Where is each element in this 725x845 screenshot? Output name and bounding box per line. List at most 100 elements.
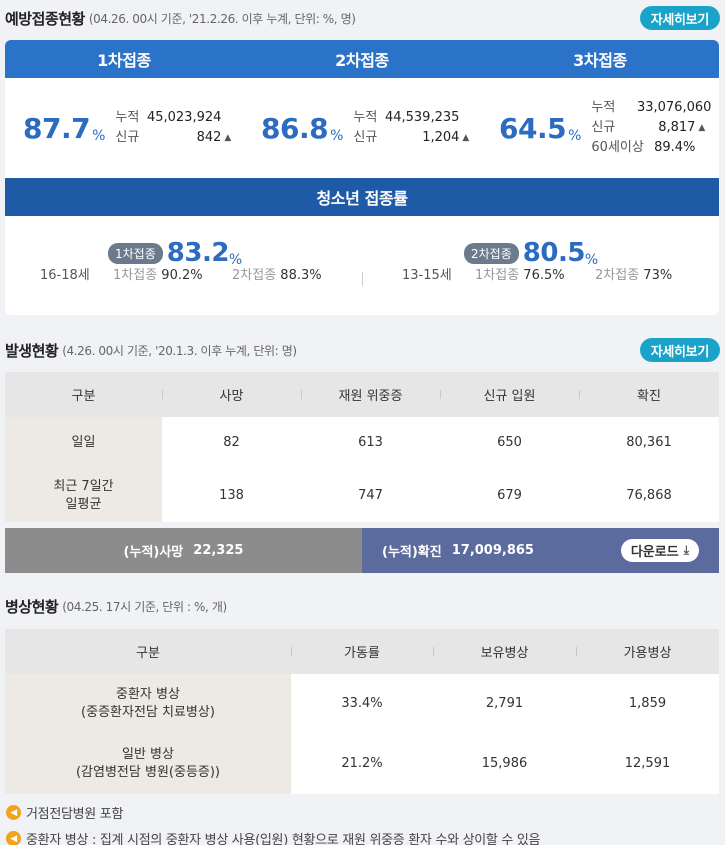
dose3-new-label: 신규 xyxy=(591,120,616,135)
teen-header: 청소년 접종률 xyxy=(5,178,719,216)
dose1-cumulative-value: 45,023,924 xyxy=(146,110,222,125)
note-text: 거점전담병원 포함 xyxy=(26,807,124,822)
beds-table: 구분 가동률 보유병상 가용병상 중환자 병상 (중증환자전담 치료병상) 33… xyxy=(5,629,719,794)
dose3-cumulative-label: 누적 xyxy=(591,100,616,115)
speaker-icon: ◀ xyxy=(6,831,21,845)
teen1-dose2-value: 88.3% xyxy=(280,268,322,283)
dose3-over60-value: 89.4% xyxy=(654,140,696,155)
beds-header: 병상현황 (04.25. 17시 기준, 단위 : %, 개) xyxy=(5,593,720,619)
dose-stats-row: 87.7 % 누적 45,023,924 신규 842 ▲ 86.8 % 누적 44,5… xyxy=(5,78,719,178)
table-cell: 21.2% xyxy=(341,756,383,771)
vaccination-header: 예방접종현황 (04.26. 00시 기준, '21.2.26. 이후 누계, … xyxy=(5,5,720,31)
cumulative-death-label: (누적)사망 xyxy=(123,545,184,560)
dose2-label: 2차접종 xyxy=(335,51,389,70)
table-cell: 15,986 xyxy=(481,756,528,771)
increase-arrow-icon: ▲ xyxy=(224,133,232,143)
column-header: 확진 xyxy=(579,372,719,417)
teen-divider xyxy=(362,272,363,286)
dose3-over60-label: 60세이상 xyxy=(591,140,644,155)
table-cell: 82 xyxy=(223,435,240,450)
teen1-age-group: 16-18세 xyxy=(40,268,90,283)
dose3-rate: 64.5 xyxy=(499,111,567,145)
teen2-rate: 80.5 xyxy=(522,238,586,268)
table-cell: 650 xyxy=(497,435,522,450)
outbreak-header: 발생현황 (4.26. 00시 기준, '20.1.3. 이후 누계, 단위: … xyxy=(5,337,720,363)
speaker-icon: ◀ xyxy=(6,805,21,820)
table-cell: 679 xyxy=(497,487,522,503)
download-button[interactable]: 다운로드 ⤓ xyxy=(620,539,699,562)
table-cell: 76,868 xyxy=(626,487,672,503)
increase-arrow-icon: ▲ xyxy=(462,133,470,143)
table-cell: 80,361 xyxy=(626,435,672,450)
table-header-row: 구분 사망 재원 위중증 신규 입원 확진 xyxy=(5,372,719,417)
table-header-row: 구분 가동률 보유병상 가용병상 xyxy=(5,629,719,674)
row-label: 일반 병상 (감염병전담 병원(중등증)) xyxy=(5,734,291,794)
table-row: 중환자 병상 (중증환자전담 치료병상) 33.4% 2,791 1,859 xyxy=(5,674,719,734)
outbreak-table: 구분 사망 재원 위중증 신규 입원 확진 일일 82 613 650 80,3… xyxy=(5,372,719,522)
column-header: 사망 xyxy=(162,372,301,417)
teen2-dose1-label: 1차접종 xyxy=(475,268,520,283)
beds-title: 병상현황 xyxy=(5,597,59,616)
table-row: 최근 7일간 일평균 138 747 679 76,868 xyxy=(5,469,719,522)
dose3-new-value: 8,817 xyxy=(658,120,696,135)
table-cell: 12,591 xyxy=(624,756,671,771)
table-row: 일반 병상 (감염병전담 병원(중등증)) 21.2% 15,986 12,59… xyxy=(5,734,719,794)
vaccination-more-button[interactable]: 자세히보기 xyxy=(639,6,720,30)
teen2-badge: 2차접종 xyxy=(464,242,519,264)
teen2-dose1-value: 76.5% xyxy=(523,268,565,283)
note-item: ◀ 중환자 병상 : 집계 시점의 중환자 병상 사용(입원) 현황으로 재원 … xyxy=(6,829,541,845)
dose1-new-value: 842 xyxy=(196,130,222,145)
vaccination-subtitle: (04.26. 00시 기준, '21.2.26. 이후 누계, 단위: %, … xyxy=(88,11,356,26)
teen1-badge: 1차접종 xyxy=(108,242,163,264)
dose3-cumulative-value: 33,076,060 xyxy=(636,100,712,115)
column-header: 가용병상 xyxy=(576,629,719,674)
cumulative-confirmed-value: 17,009,865 xyxy=(451,543,534,558)
download-label: 다운로드 xyxy=(630,545,679,560)
dose1-new-label: 신규 xyxy=(115,130,140,145)
cumulative-bar: (누적)사망 22,325 (누적)확진 17,009,865 다운로드 ⤓ xyxy=(5,528,719,573)
column-header: 재원 위중증 xyxy=(301,372,440,417)
cumulative-death: (누적)사망 22,325 xyxy=(5,528,362,573)
teen1-dose1-label: 1차접종 xyxy=(113,268,158,283)
dose2-rate-unit: % xyxy=(330,128,344,144)
table-row: 일일 82 613 650 80,361 xyxy=(5,417,719,469)
note-item: ◀ 거점전담병원 포함 xyxy=(6,803,123,822)
dose3-rate-unit: % xyxy=(568,128,582,144)
dose1-rate: 87.7 xyxy=(23,111,91,145)
dose1-label: 1차접종 xyxy=(97,51,151,70)
increase-arrow-icon: ▲ xyxy=(698,123,706,133)
dose1-cumulative-label: 누적 xyxy=(115,110,140,125)
row-label: 중환자 병상 (중증환자전담 치료병상) xyxy=(5,674,291,734)
dose3-stats: 64.5 % 누적 33,076,060 신규 8,817 ▲ 60세이상 89.4% xyxy=(481,78,719,178)
dose2-new-value: 1,204 xyxy=(422,130,460,145)
note-text: 중환자 병상 : 집계 시점의 중환자 병상 사용(입원) 현황으로 재원 위중… xyxy=(26,833,541,845)
column-header: 신규 입원 xyxy=(440,372,579,417)
cumulative-confirmed: (누적)확진 17,009,865 다운로드 ⤓ xyxy=(362,528,719,573)
outbreak-more-button[interactable]: 자세히보기 xyxy=(639,338,720,362)
column-header: 보유병상 xyxy=(433,629,576,674)
column-header: 가동률 xyxy=(291,629,433,674)
dose2-new-label: 신규 xyxy=(353,130,378,145)
outbreak-subtitle: (4.26. 00시 기준, '20.1.3. 이후 누계, 단위: 명) xyxy=(62,343,297,358)
teen2-dose2-value: 73% xyxy=(643,268,673,283)
column-header: 구분 xyxy=(5,629,291,674)
dose2-stats: 86.8 % 누적 44,539,235 신규 1,204 ▲ xyxy=(243,78,481,178)
dose1-stats: 87.7 % 누적 45,023,924 신규 842 ▲ xyxy=(5,78,243,178)
dose-header-row: 1차접종 2차접종 3차접종 xyxy=(5,40,719,78)
teen-stats-row: 1차접종 83.2% 16-18세 1차접종 90.2% 2차접종 88.3% 2… xyxy=(5,216,719,315)
table-cell: 747 xyxy=(358,487,383,503)
row-label: 일일 xyxy=(5,417,162,469)
teen1-dose1-value: 90.2% xyxy=(161,268,203,283)
dose2-cumulative-value: 44,539,235 xyxy=(384,110,460,125)
table-cell: 2,791 xyxy=(485,696,524,711)
dose1-rate-unit: % xyxy=(92,128,106,144)
dose3-label: 3차접종 xyxy=(573,51,627,70)
download-icon: ⤓ xyxy=(683,543,689,557)
teen1-dose2-label: 2차접종 xyxy=(232,268,277,283)
teen2-rate-unit: % xyxy=(584,252,599,268)
table-cell: 33.4% xyxy=(341,696,383,711)
vaccination-title: 예방접종현황 xyxy=(5,9,85,28)
table-cell: 138 xyxy=(219,487,244,503)
teen2-age-group: 13-15세 xyxy=(402,268,452,283)
teen1-rate-unit: % xyxy=(228,252,243,268)
